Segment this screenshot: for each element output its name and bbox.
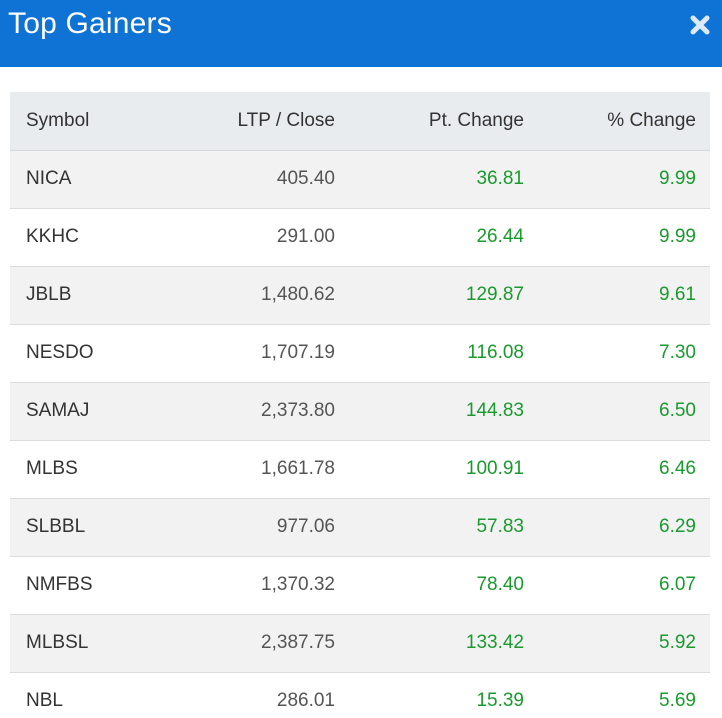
gainers-table-container: Symbol LTP / Close Pt. Change % Change N… — [10, 92, 710, 718]
symbol-cell: JBLB — [10, 266, 184, 325]
column-header-symbol: Symbol — [10, 92, 184, 151]
symbol-cell: NMFBS — [10, 556, 184, 615]
table-body: NICA 405.40 36.81 9.99 KKHC 291.00 26.44 9.99 JB… — [10, 150, 710, 718]
table-row[interactable]: NMFBS 1,370.32 78.40 6.07 — [10, 556, 710, 615]
symbol-cell: NESDO — [10, 324, 184, 383]
table-row[interactable]: MLBS 1,661.78 100.91 6.46 — [10, 440, 710, 499]
table-header-row: Symbol LTP / Close Pt. Change % Change — [10, 92, 710, 151]
pt-change-cell: 36.81 — [335, 150, 524, 209]
symbol-cell: SAMAJ — [10, 382, 184, 441]
ltp-cell: 286.01 — [184, 672, 335, 718]
pt-change-cell: 15.39 — [335, 672, 524, 718]
symbol-cell: SLBBL — [10, 498, 184, 557]
column-header-pt-change: Pt. Change — [335, 92, 524, 151]
pct-change-cell: 5.69 — [524, 672, 710, 718]
pct-change-cell: 6.07 — [524, 556, 710, 615]
table-row[interactable]: SAMAJ 2,373.80 144.83 6.50 — [10, 382, 710, 441]
ltp-cell: 2,373.80 — [184, 382, 335, 441]
pct-change-cell: 6.29 — [524, 498, 710, 557]
ltp-cell: 405.40 — [184, 150, 335, 209]
pct-change-cell: 6.50 — [524, 382, 710, 441]
ltp-cell: 1,480.62 — [184, 266, 335, 325]
pct-change-cell: 5.92 — [524, 614, 710, 673]
symbol-cell: MLBSL — [10, 614, 184, 673]
table-row[interactable]: MLBSL 2,387.75 133.42 5.92 — [10, 614, 710, 673]
pct-change-cell: 9.61 — [524, 266, 710, 325]
column-header-pct-change: % Change — [524, 92, 710, 151]
pt-change-cell: 133.42 — [335, 614, 524, 673]
pt-change-cell: 129.87 — [335, 266, 524, 325]
symbol-cell: MLBS — [10, 440, 184, 499]
modal-title: Top Gainers — [8, 7, 172, 40]
ltp-cell: 1,661.78 — [184, 440, 335, 499]
table-row[interactable]: SLBBL 977.06 57.83 6.29 — [10, 498, 710, 557]
ltp-cell: 977.06 — [184, 498, 335, 557]
table-row[interactable]: NBL 286.01 15.39 5.69 — [10, 672, 710, 718]
pt-change-cell: 26.44 — [335, 208, 524, 267]
column-header-ltp: LTP / Close — [184, 92, 335, 151]
modal-header: Top Gainers — [0, 0, 722, 67]
pt-change-cell: 116.08 — [335, 324, 524, 383]
table-row[interactable]: JBLB 1,480.62 129.87 9.61 — [10, 266, 710, 325]
table-row[interactable]: NESDO 1,707.19 116.08 7.30 — [10, 324, 710, 383]
pct-change-cell: 7.30 — [524, 324, 710, 383]
table-header: Symbol LTP / Close Pt. Change % Change — [10, 92, 710, 151]
close-icon[interactable] — [688, 13, 712, 37]
table-row[interactable]: NICA 405.40 36.81 9.99 — [10, 150, 710, 209]
pct-change-cell: 9.99 — [524, 208, 710, 267]
symbol-cell: NICA — [10, 150, 184, 209]
symbol-cell: KKHC — [10, 208, 184, 267]
symbol-cell: NBL — [10, 672, 184, 718]
pt-change-cell: 100.91 — [335, 440, 524, 499]
gainers-table: Symbol LTP / Close Pt. Change % Change N… — [10, 92, 710, 718]
close-button[interactable] — [688, 13, 712, 37]
pt-change-cell: 144.83 — [335, 382, 524, 441]
ltp-cell: 1,707.19 — [184, 324, 335, 383]
table-row[interactable]: KKHC 291.00 26.44 9.99 — [10, 208, 710, 267]
pt-change-cell: 57.83 — [335, 498, 524, 557]
pct-change-cell: 9.99 — [524, 150, 710, 209]
pct-change-cell: 6.46 — [524, 440, 710, 499]
ltp-cell: 291.00 — [184, 208, 335, 267]
ltp-cell: 2,387.75 — [184, 614, 335, 673]
pt-change-cell: 78.40 — [335, 556, 524, 615]
ltp-cell: 1,370.32 — [184, 556, 335, 615]
